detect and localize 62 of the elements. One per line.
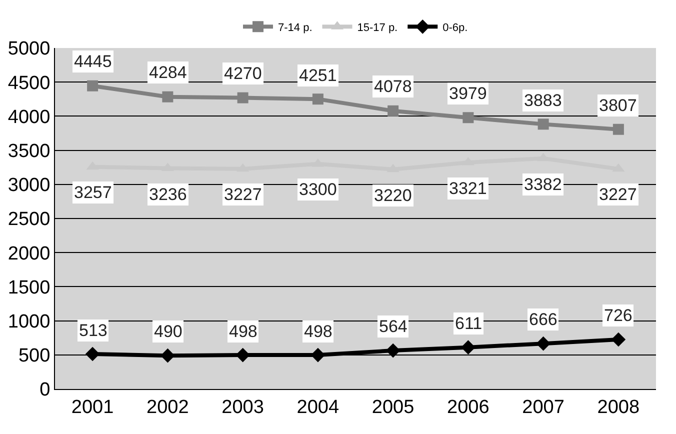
data-label: 498 xyxy=(229,322,258,341)
data-label: 564 xyxy=(379,317,408,336)
data-label: 3979 xyxy=(449,84,487,103)
data-label: 726 xyxy=(604,306,632,325)
data-label: 3807 xyxy=(599,96,637,115)
data-label: 3321 xyxy=(449,179,487,198)
y-tick-label: 3500 xyxy=(8,140,50,162)
data-label: 4445 xyxy=(74,52,112,71)
x-tick-label: 2008 xyxy=(597,396,640,418)
y-tick-label: 2500 xyxy=(8,209,50,230)
y-tick-label: 3000 xyxy=(8,175,50,196)
data-label: 3227 xyxy=(224,185,262,204)
x-tick-label: 2007 xyxy=(522,396,564,418)
point xyxy=(236,348,250,362)
data-label: 3257 xyxy=(74,183,112,202)
y-tick-label: 1000 xyxy=(8,311,50,332)
y-tick-label: 2000 xyxy=(8,243,50,264)
data-label: 4284 xyxy=(149,63,187,82)
x-tick-label: 2004 xyxy=(296,396,340,418)
x-tick-label: 2001 xyxy=(71,396,114,418)
data-label: 4078 xyxy=(374,77,412,96)
point xyxy=(162,91,174,102)
data-label: 3382 xyxy=(524,175,562,194)
data-label: 4251 xyxy=(299,66,337,85)
x-tick-label: 2002 xyxy=(146,396,189,418)
y-tick-label: 5000 xyxy=(8,38,50,60)
data-label: 3300 xyxy=(299,180,337,199)
legend-label: 7-14 р. xyxy=(278,22,312,34)
y-tick-label: 1500 xyxy=(8,277,50,298)
data-label: 3883 xyxy=(524,91,562,110)
point xyxy=(462,112,474,124)
x-tick-label: 2003 xyxy=(222,396,264,418)
point xyxy=(538,118,549,130)
data-label: 4270 xyxy=(224,64,262,83)
point xyxy=(160,348,175,363)
point xyxy=(386,343,400,358)
data-label: 666 xyxy=(529,310,558,329)
data-label: 513 xyxy=(79,321,108,340)
data-label: 498 xyxy=(304,322,332,341)
data-label: 3227 xyxy=(599,185,637,204)
data-label: 611 xyxy=(455,314,482,333)
x-tick-label: 2005 xyxy=(372,396,414,418)
point xyxy=(310,348,326,362)
point xyxy=(461,340,476,354)
y-tick-label: 0 xyxy=(40,380,50,401)
point xyxy=(388,105,399,116)
legend-label: 15-17 р. xyxy=(357,22,398,34)
point xyxy=(87,80,98,92)
legend-label: 0-6р. xyxy=(442,22,468,34)
y-tick-label: 4500 xyxy=(8,72,50,94)
data-label: 3220 xyxy=(374,186,412,205)
point xyxy=(312,94,324,105)
x-tick-label: 2006 xyxy=(447,396,490,418)
point xyxy=(611,332,626,347)
point xyxy=(85,346,100,362)
point xyxy=(612,124,624,135)
y-tick-label: 500 xyxy=(18,346,50,367)
data-label: 3236 xyxy=(149,185,187,204)
point xyxy=(237,92,248,104)
point xyxy=(536,336,550,351)
data-label: 490 xyxy=(154,322,182,341)
y-tick-label: 4000 xyxy=(8,106,50,128)
